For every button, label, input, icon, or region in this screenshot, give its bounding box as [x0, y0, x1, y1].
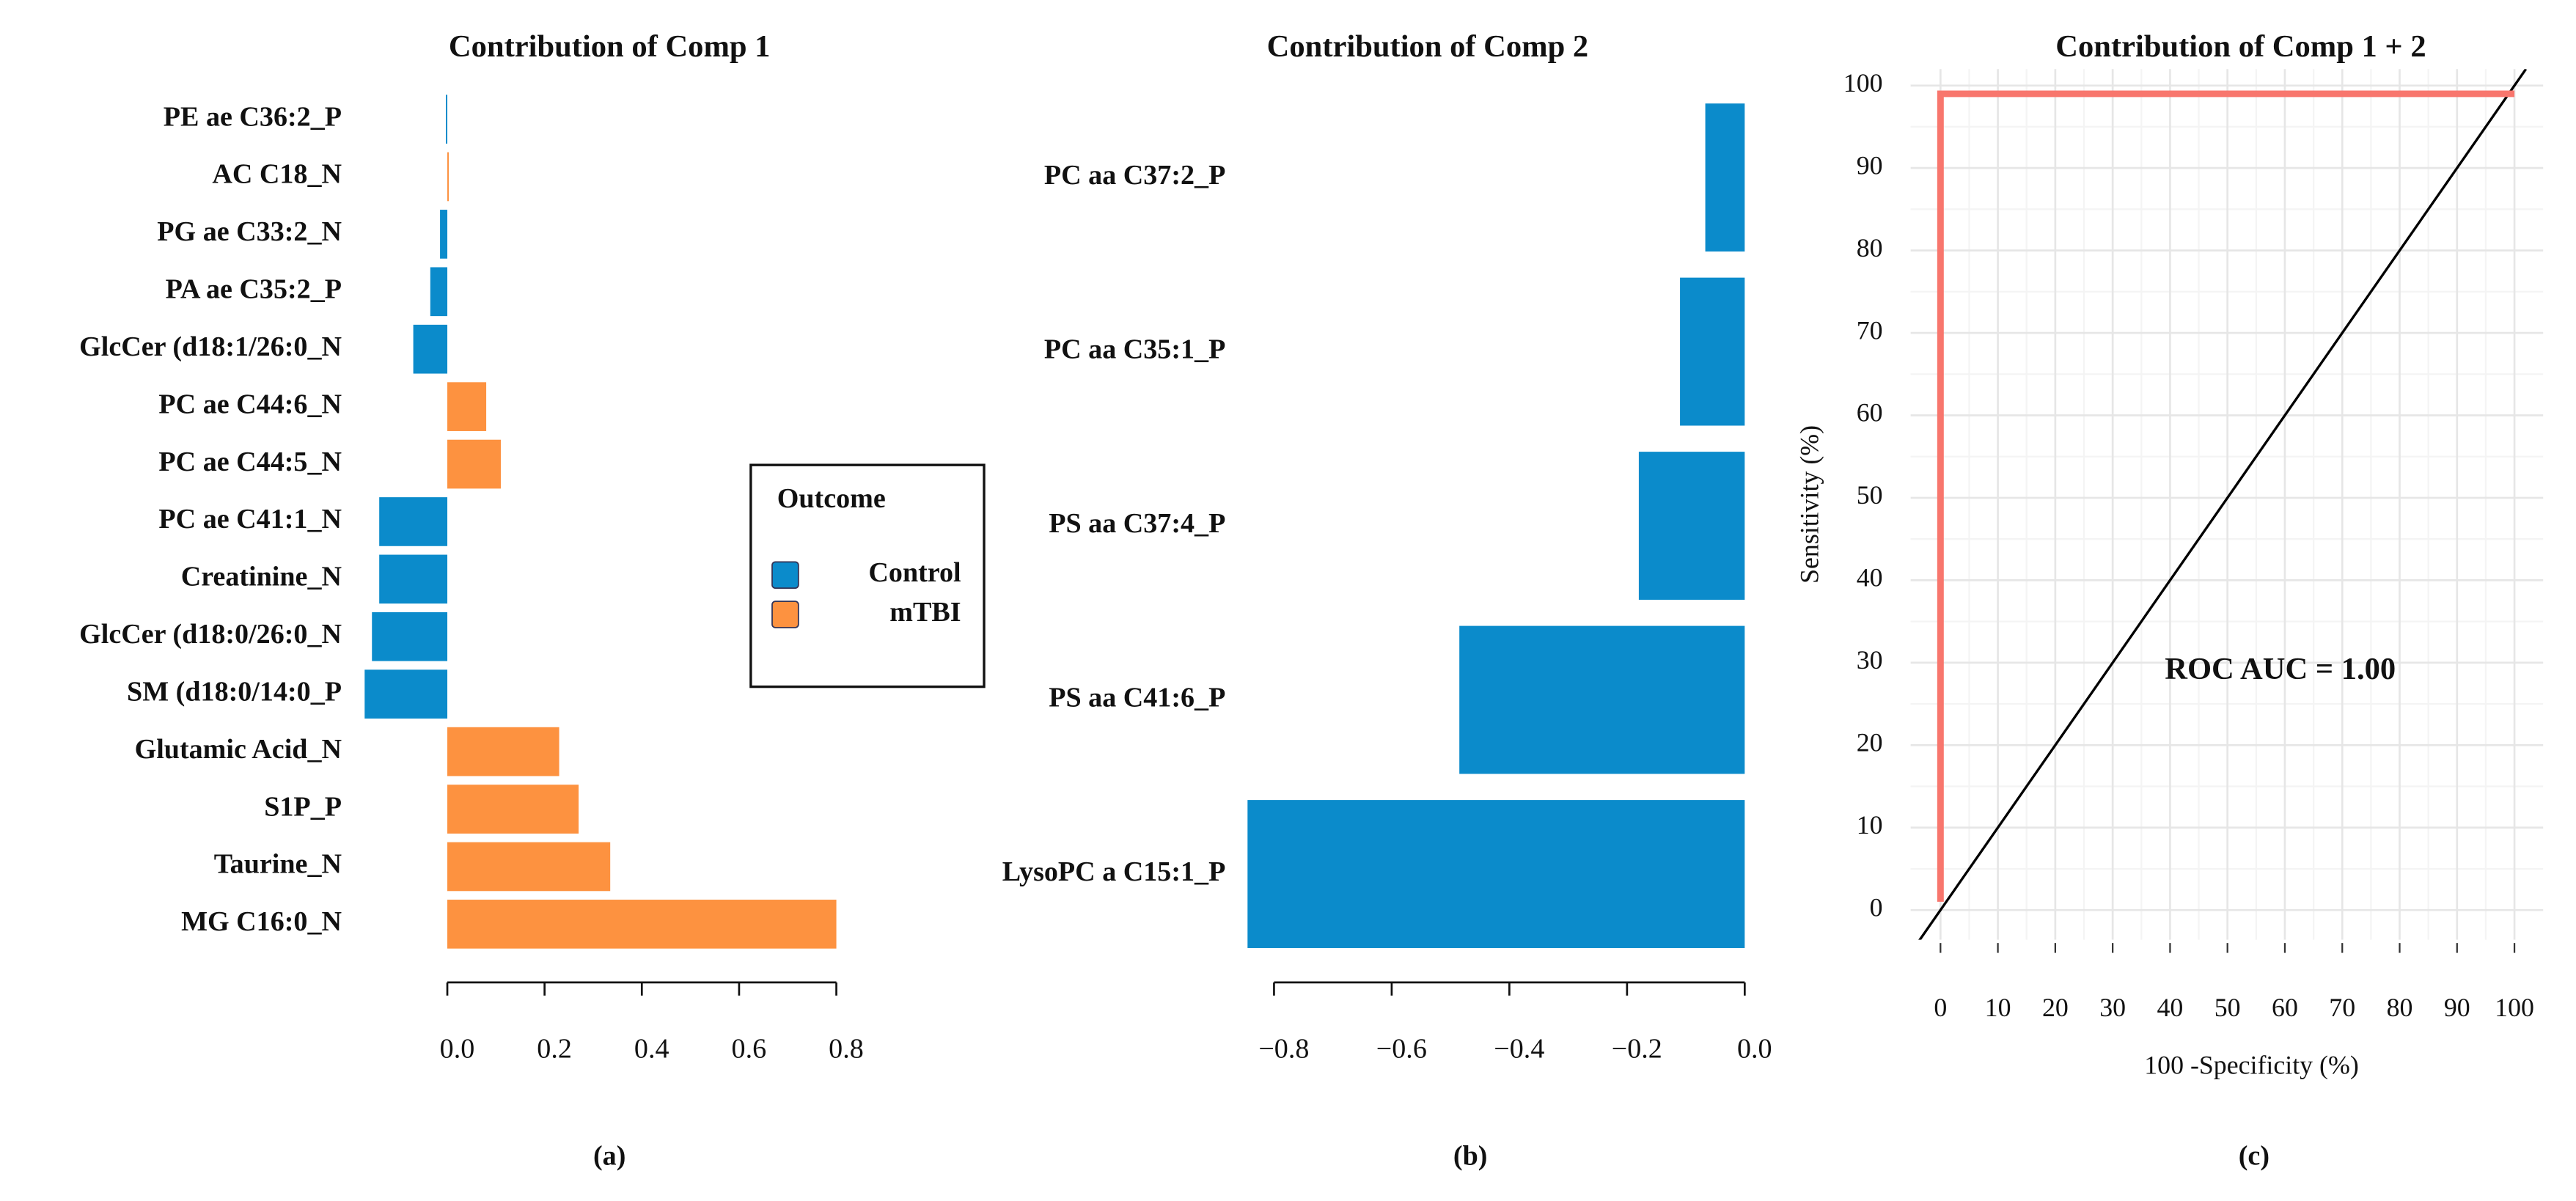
y-tick-label: 10 — [1857, 810, 1883, 840]
y-tick-label: 50 — [1857, 480, 1883, 510]
x-tick-label: −0.6 — [1376, 1034, 1427, 1065]
x-tick-label: 0.0 — [440, 1034, 475, 1065]
y-tick-label: 90 — [1857, 150, 1883, 180]
bar — [447, 842, 611, 892]
x-tick-label: 100 — [2495, 993, 2534, 1022]
y-tick-label: PC ae C44:6_N — [158, 389, 342, 419]
bar — [1247, 800, 1745, 948]
x-tick-label: 0.8 — [829, 1034, 864, 1065]
caption: (b) — [1453, 1140, 1488, 1171]
x-tick-label: 50 — [2214, 993, 2241, 1022]
bar — [372, 611, 448, 661]
y-tick-label: 0 — [1870, 892, 1883, 922]
y-tick-label: 20 — [1857, 727, 1883, 757]
x-tick-label: −0.4 — [1494, 1034, 1544, 1065]
y-tick-label: Glutamic Acid_N — [135, 734, 342, 765]
chart-title: Contribution of Comp 1 — [449, 29, 771, 64]
bar — [446, 95, 448, 144]
y-tick-label: GlcCer (d18:1/26:0_N — [79, 331, 342, 362]
bar — [364, 669, 448, 719]
x-tick-label: −0.2 — [1612, 1034, 1662, 1065]
y-tick-label: 60 — [1857, 398, 1883, 427]
y-tick-label: PA ae C35:2_P — [166, 274, 342, 305]
bar — [440, 210, 448, 259]
y-tick-label: PC aa C37:2_P — [1044, 160, 1225, 191]
bar — [447, 152, 449, 202]
y-tick-label: LysoPC a C15:1_P — [1002, 856, 1226, 887]
legend-title: Outcome — [777, 483, 886, 514]
annotation: ROC AUC = 1.00 — [2165, 652, 2396, 686]
y-tick-label: S1P_P — [264, 791, 342, 822]
bar — [1705, 103, 1745, 252]
bar — [379, 497, 448, 546]
x-tick-label: 60 — [2272, 993, 2298, 1022]
y-tick-label: PC aa C35:1_P — [1044, 334, 1225, 364]
bar — [379, 554, 448, 604]
x-tick-label: 0.0 — [1737, 1034, 1772, 1065]
y-tick-label: PC ae C44:5_N — [158, 447, 342, 477]
y-tick-label: PG ae C33:2_N — [157, 216, 342, 247]
x-tick-label: 20 — [2042, 993, 2069, 1022]
y-tick-label: 80 — [1857, 233, 1883, 262]
y-tick-label: SM (d18:0/14:0_P — [127, 676, 342, 707]
roc-line — [1937, 90, 2515, 902]
bar — [430, 267, 448, 317]
chart-title: Contribution of Comp 1 + 2 — [2055, 29, 2426, 64]
caption: (c) — [2239, 1140, 2269, 1171]
y-tick-label: MG C16:0_N — [181, 906, 342, 937]
y-tick-label: PE ae C36:2_P — [164, 101, 342, 132]
bar — [447, 785, 579, 834]
bar — [1459, 625, 1745, 774]
y-tick-label: 40 — [1857, 563, 1883, 592]
bar — [413, 324, 448, 374]
y-tick-label: PS aa C37:4_P — [1049, 508, 1225, 539]
x-tick-label: 80 — [2387, 993, 2413, 1022]
x-tick-label: −0.8 — [1258, 1034, 1309, 1065]
y-tick-label: PS aa C41:6_P — [1049, 682, 1225, 713]
x-tick-label: 0 — [1934, 993, 1947, 1022]
legend-key — [771, 600, 799, 628]
y-axis-title: Sensitivity (%) — [1794, 425, 1824, 584]
x-tick-label: 70 — [2329, 993, 2355, 1022]
legend-key — [771, 561, 799, 590]
chart-title: Contribution of Comp 2 — [1267, 29, 1589, 64]
x-tick-label: 0.4 — [634, 1034, 669, 1065]
y-tick-label: Creatinine_N — [181, 562, 342, 592]
y-tick-label: PC ae C41:1_N — [158, 504, 342, 535]
y-tick-label: Taurine_N — [214, 849, 342, 880]
y-tick-label: AC C18_N — [212, 159, 342, 190]
x-tick-label: 90 — [2444, 993, 2470, 1022]
x-axis-title: 100 -Specificity (%) — [2144, 1051, 2359, 1080]
bar — [1680, 277, 1745, 426]
bar — [447, 727, 559, 776]
x-tick-label: 0.6 — [732, 1034, 767, 1065]
x-tick-label: 40 — [2157, 993, 2184, 1022]
reference-line — [1918, 69, 2528, 940]
legend-label: Control — [868, 557, 961, 588]
legend-label: mTBI — [889, 597, 961, 628]
y-tick-label: 100 — [1843, 68, 1883, 98]
caption: (a) — [593, 1140, 625, 1171]
y-tick-label: 30 — [1857, 645, 1883, 675]
x-tick-label: 30 — [2099, 993, 2126, 1022]
x-tick-label: 10 — [1985, 993, 2011, 1022]
bar — [447, 439, 501, 489]
bar — [1638, 452, 1745, 600]
y-tick-label: GlcCer (d18:0/26:0_N — [79, 619, 342, 650]
bar — [447, 382, 487, 431]
x-tick-label: 0.2 — [537, 1034, 572, 1065]
bar — [447, 900, 837, 949]
y-tick-label: 70 — [1857, 315, 1883, 345]
